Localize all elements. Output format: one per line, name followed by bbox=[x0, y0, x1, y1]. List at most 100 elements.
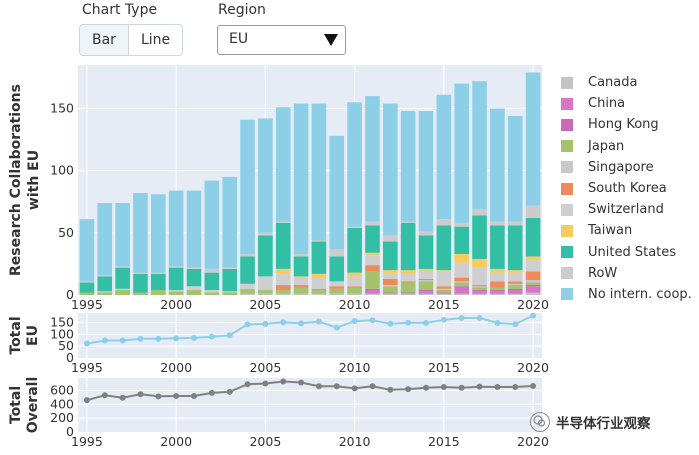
bar-segment-united-states bbox=[454, 226, 470, 254]
bar-button[interactable]: Bar bbox=[80, 25, 128, 55]
legend-swatch bbox=[561, 288, 573, 301]
legend-item-singapore[interactable]: Singapore bbox=[561, 157, 692, 178]
legend-item-china[interactable]: China bbox=[561, 93, 692, 114]
bar-segment-no-intern-coop- bbox=[382, 103, 398, 236]
bar-segment-switzerland bbox=[168, 290, 184, 292]
bar-segment-no-intern-coop- bbox=[240, 119, 255, 254]
legend-item-japan[interactable]: Japan bbox=[561, 136, 692, 157]
bar-segment-row bbox=[168, 266, 184, 268]
bar-segment-row bbox=[525, 205, 541, 218]
bar-segment-south-korea bbox=[490, 281, 505, 288]
bar-segment-no-intern-coop- bbox=[275, 107, 291, 222]
bar-segment-japan bbox=[365, 271, 380, 289]
legend-label: Singapore bbox=[588, 159, 654, 175]
legend-label: South Korea bbox=[588, 181, 667, 197]
bar-segment-switzerland bbox=[311, 277, 327, 289]
bar-segment-singapore bbox=[382, 285, 398, 287]
total-eu-xtick-label: 2010 bbox=[339, 360, 371, 375]
total-eu-point bbox=[119, 337, 126, 344]
bar-segment-united-states bbox=[311, 241, 327, 274]
legend-item-united-states[interactable]: United States bbox=[561, 242, 692, 263]
bar-segment-japan bbox=[168, 291, 184, 295]
bar-segment-singapore bbox=[418, 280, 434, 282]
bar-segment-south-korea bbox=[525, 271, 541, 281]
region-select-value: EU bbox=[229, 31, 249, 47]
bar-segment-united-states bbox=[115, 267, 130, 289]
bar-segment-switzerland bbox=[507, 272, 523, 282]
bar-segment-singapore bbox=[525, 280, 541, 283]
bar-segment-row bbox=[240, 253, 255, 257]
bar-segment-switzerland bbox=[400, 273, 416, 282]
total-overall-yaxis-title: Total Overall bbox=[8, 377, 41, 433]
bar-segment-no-intern-coop- bbox=[204, 180, 220, 269]
legend-item-taiwan[interactable]: Taiwan bbox=[561, 220, 692, 241]
legend-item-hong-kong[interactable]: Hong Kong bbox=[561, 114, 692, 135]
bar-segment-row bbox=[293, 253, 309, 257]
bar-segment-row bbox=[329, 249, 345, 257]
region-select[interactable]: EU bbox=[217, 25, 346, 55]
legend-item-canada[interactable]: Canada bbox=[561, 72, 692, 93]
legend-label: Switzerland bbox=[588, 202, 664, 218]
bar-segment-hong-kong bbox=[454, 286, 470, 288]
bar-segment-south-korea bbox=[329, 286, 345, 289]
total-overall-point bbox=[191, 393, 197, 399]
bar-segment-south-korea bbox=[454, 277, 470, 282]
total-overall-ytick-label: 0 bbox=[66, 424, 74, 439]
total-eu-point bbox=[476, 314, 483, 321]
bar-segment-taiwan bbox=[275, 268, 291, 274]
bar-segment-canada bbox=[418, 293, 434, 295]
bar-segment-row bbox=[507, 221, 523, 226]
total-overall-point bbox=[405, 386, 412, 393]
bar-segment-no-intern-coop- bbox=[311, 103, 327, 241]
total-overall-point bbox=[119, 394, 126, 401]
line-button[interactable]: Line bbox=[127, 25, 182, 55]
bar-segment-no-intern-coop- bbox=[222, 176, 238, 268]
bar-segment-singapore bbox=[472, 286, 487, 288]
bar-segment-united-states bbox=[97, 276, 113, 292]
total-eu-xtick-label: 2020 bbox=[517, 360, 549, 375]
bar-segment-taiwan bbox=[507, 270, 523, 273]
bar-segment-hong-kong bbox=[490, 290, 505, 292]
total-eu-point bbox=[208, 333, 215, 340]
bar-segment-hong-kong bbox=[418, 290, 434, 292]
total-overall-point bbox=[512, 384, 519, 390]
total-overall-xtick-label: 1995 bbox=[71, 434, 103, 449]
bar-segment-no-intern-coop- bbox=[507, 115, 523, 222]
bar-segment-south-korea bbox=[293, 285, 309, 288]
bar-segment-south-korea bbox=[418, 278, 434, 281]
bar-segment-japan bbox=[490, 287, 505, 291]
bar-segment-south-korea bbox=[347, 286, 362, 288]
bar-segment-no-intern-coop- bbox=[490, 108, 505, 222]
total-eu-xtick-label: 2000 bbox=[160, 360, 192, 375]
bar-segment-row bbox=[133, 272, 148, 274]
chart-type-toggle: Bar Line bbox=[79, 24, 184, 56]
bar-segment-canada bbox=[293, 293, 309, 295]
bar-segment-united-states bbox=[436, 225, 452, 271]
bar-segment-united-states bbox=[133, 273, 148, 293]
legend-item-south-korea[interactable]: South Korea bbox=[561, 178, 692, 199]
bar-xtick-label: 2010 bbox=[339, 297, 371, 312]
total-eu-xtick-label: 2015 bbox=[428, 360, 460, 375]
legend-swatch bbox=[561, 182, 573, 195]
legend-item-switzerland[interactable]: Switzerland bbox=[561, 199, 692, 220]
bar-segment-no-intern-coop- bbox=[472, 81, 487, 210]
total-overall-point bbox=[262, 380, 269, 387]
bar-segment-south-korea bbox=[400, 281, 416, 283]
bar-segment-united-states bbox=[258, 235, 273, 277]
legend-item-row[interactable]: RoW bbox=[561, 263, 692, 284]
bar-segment-united-states bbox=[275, 222, 291, 269]
bar-segment-south-korea bbox=[382, 278, 398, 286]
total-overall-xtick-label: 2020 bbox=[517, 434, 549, 449]
bar-segment-south-korea bbox=[311, 288, 327, 291]
bar-segment-united-states bbox=[150, 273, 166, 291]
bar-ytick-label: 150 bbox=[50, 101, 74, 116]
total-eu-point bbox=[387, 320, 394, 327]
bar-segment-canada bbox=[472, 293, 487, 295]
bar-segment-united-states bbox=[490, 225, 505, 269]
legend-item-no-intern-coop[interactable]: No intern. coop. bbox=[561, 284, 692, 305]
bar-segment-switzerland bbox=[525, 260, 541, 272]
bar-segment-japan bbox=[240, 288, 255, 294]
bar-segment-no-intern-coop- bbox=[347, 102, 362, 227]
bar-segment-united-states bbox=[400, 222, 416, 271]
bar-segment-japan bbox=[79, 292, 95, 295]
